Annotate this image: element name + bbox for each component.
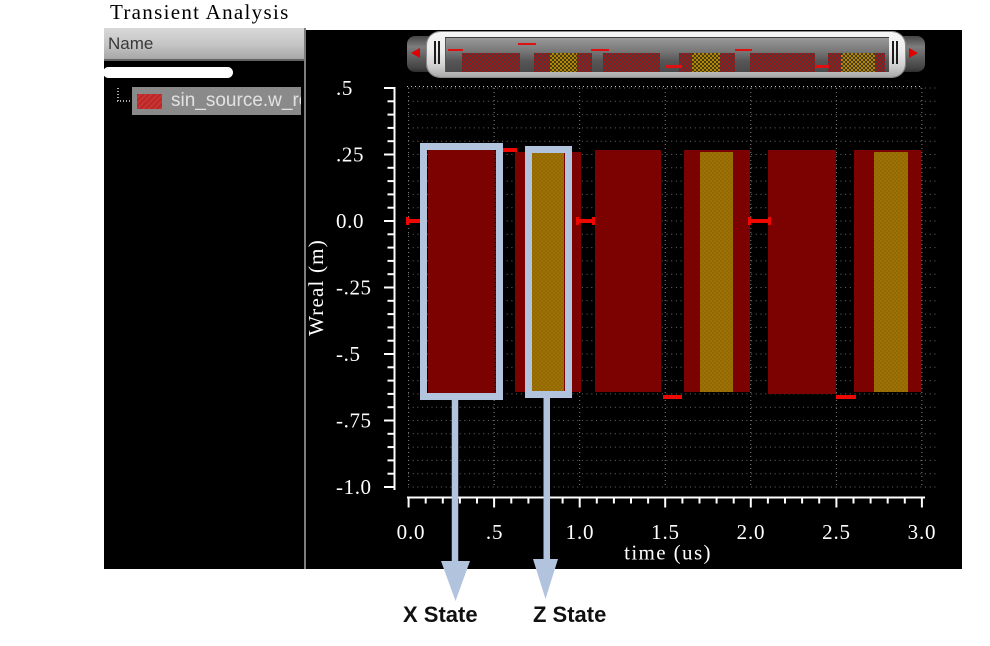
svg-text:-.25: -.25	[336, 276, 372, 300]
svg-text:.25: .25	[336, 143, 364, 167]
svg-text:.5: .5	[486, 520, 503, 544]
svg-text:1.5: 1.5	[651, 520, 680, 544]
svg-text:-.5: -.5	[336, 342, 361, 366]
svg-text:Wreal (m): Wreal (m)	[306, 239, 328, 336]
svg-text:-.75: -.75	[336, 409, 372, 433]
svg-text:2.5: 2.5	[822, 520, 851, 544]
svg-text:3.0: 3.0	[908, 520, 937, 544]
svg-text:-1.0: -1.0	[336, 475, 372, 499]
svg-text:0.0: 0.0	[397, 520, 426, 544]
svg-text:0.0: 0.0	[336, 209, 364, 233]
svg-text:1.0: 1.0	[566, 520, 595, 544]
svg-text:2.0: 2.0	[737, 520, 766, 544]
svg-text:time (us): time (us)	[624, 541, 712, 565]
svg-text:.5: .5	[336, 76, 353, 100]
